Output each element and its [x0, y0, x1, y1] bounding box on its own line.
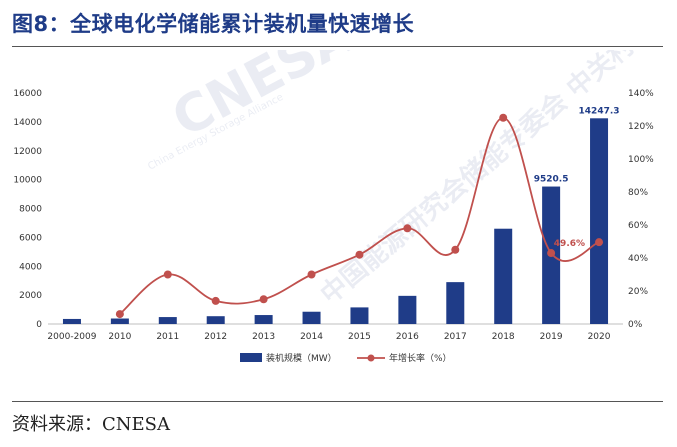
x-tick-label: 2015 [348, 332, 371, 342]
line-point [499, 113, 508, 122]
y-left-tick-label: 4000 [19, 262, 42, 272]
axes: 0 2000 4000 6000 8000 10000 12000 14000 16000 0% 2… [13, 89, 654, 342]
line-point [547, 249, 556, 258]
legend-bar-label: 装机规模（MW） [266, 352, 337, 364]
line-point [163, 270, 172, 279]
y-right-tick-label: 80% [628, 188, 648, 198]
legend-line-label: 年增长率（%） [389, 352, 452, 364]
combo-chart: CNESA China Energy Storage Alliance 中国能源… [13, 0, 677, 364]
y-right-tick-label: 120% [628, 122, 654, 132]
bar [302, 311, 321, 324]
legend-line-marker [367, 354, 375, 362]
bar-series [62, 118, 609, 325]
bar-data-label: 14247.3 [579, 106, 620, 116]
x-tick-label: 2011 [156, 332, 179, 342]
y-left-tick-label: 10000 [13, 176, 42, 186]
y-left-tick-label: 2000 [19, 291, 42, 301]
line-point [211, 296, 220, 305]
y-left-tick-label: 6000 [19, 233, 42, 243]
bar [398, 295, 417, 324]
line-series [115, 113, 604, 319]
y-right-tick-label: 100% [628, 155, 654, 165]
bar-data-label: 9520.5 [534, 175, 569, 185]
legend-bar-swatch [240, 353, 262, 362]
bar [350, 307, 369, 324]
x-tick-label: 2000-2009 [47, 332, 96, 342]
growth-rate-line [119, 116, 600, 315]
bar [158, 317, 177, 324]
line-point [403, 224, 412, 233]
y-left-tick-label: 0 [36, 320, 42, 330]
y-left-tick-label: 12000 [13, 147, 42, 157]
bar [254, 315, 273, 324]
y-right-tick-label: 140% [628, 89, 654, 99]
y-right-tick-label: 20% [628, 287, 648, 297]
y-left-tick-label: 8000 [19, 205, 42, 215]
line-data-label: 49.6% [554, 239, 585, 249]
x-tick-label: 2018 [492, 332, 515, 342]
line-point [115, 310, 124, 319]
y-right-tick-label: 0% [628, 320, 643, 330]
x-tick-label: 2014 [300, 332, 323, 342]
line-point [451, 245, 460, 254]
chart-area: CNESA China Energy Storage Alliance 中国能源… [0, 0, 677, 400]
line-point [595, 238, 604, 247]
y-right-tick-label: 60% [628, 221, 648, 231]
x-tick-label: 2010 [108, 332, 131, 342]
top-rule [12, 46, 663, 47]
x-tick-label: 2019 [540, 332, 563, 342]
line-point [355, 250, 364, 259]
line-point [259, 295, 268, 304]
bottom-rule [12, 401, 663, 402]
x-tick-label: 2012 [204, 332, 227, 342]
x-tick-label: 2013 [252, 332, 275, 342]
bar [494, 228, 513, 324]
legend: 装机规模（MW） 年增长率（%） [240, 352, 452, 364]
source-note: 资料来源：CNESA [12, 414, 170, 435]
bar [446, 282, 465, 324]
bar [62, 318, 81, 324]
bar [590, 118, 609, 325]
bar [110, 318, 129, 324]
y-right-tick-label: 40% [628, 254, 648, 264]
line-point [307, 270, 316, 279]
x-tick-label: 2017 [444, 332, 467, 342]
figure-title: 图8：全球电化学储能累计装机量快速增长 [12, 12, 415, 36]
x-tick-label: 2016 [396, 332, 419, 342]
y-left-tick-label: 16000 [13, 89, 42, 99]
data-labels: 9520.5 14247.3 49.6% [534, 106, 620, 249]
y-left-tick-label: 14000 [13, 118, 42, 128]
x-tick-label: 2020 [588, 332, 611, 342]
bar [206, 316, 225, 324]
